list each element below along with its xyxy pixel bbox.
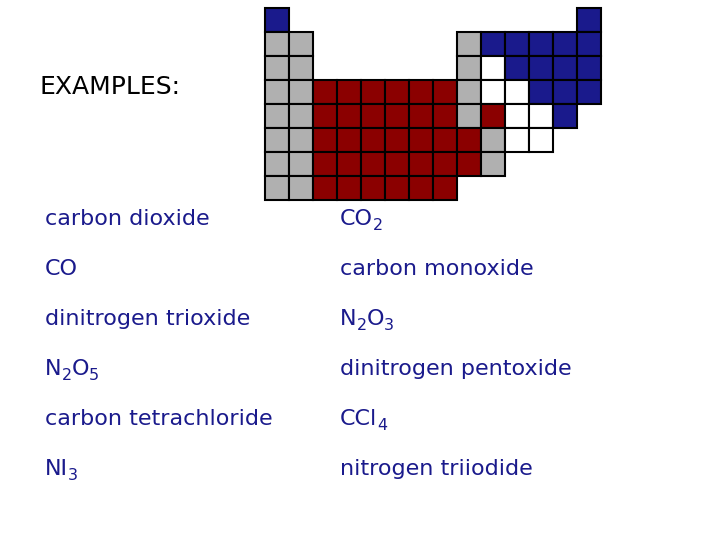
Text: carbon dioxide: carbon dioxide bbox=[45, 209, 210, 229]
Bar bbox=[529, 80, 553, 104]
Bar bbox=[553, 32, 577, 56]
Text: NI: NI bbox=[45, 459, 68, 479]
Bar bbox=[457, 128, 481, 152]
Bar bbox=[385, 128, 409, 152]
Bar bbox=[457, 152, 481, 176]
Bar bbox=[337, 176, 361, 200]
Bar bbox=[385, 176, 409, 200]
Bar bbox=[577, 80, 601, 104]
Text: CO: CO bbox=[340, 209, 373, 229]
Bar bbox=[481, 152, 505, 176]
Bar bbox=[481, 128, 505, 152]
Text: N: N bbox=[45, 359, 61, 379]
Bar bbox=[265, 104, 289, 128]
Bar bbox=[505, 56, 529, 80]
Bar bbox=[361, 104, 385, 128]
Text: carbon monoxide: carbon monoxide bbox=[340, 259, 534, 279]
Bar bbox=[313, 176, 337, 200]
Bar bbox=[505, 128, 529, 152]
Bar bbox=[265, 80, 289, 104]
Bar bbox=[361, 128, 385, 152]
Bar bbox=[433, 176, 457, 200]
Bar bbox=[385, 152, 409, 176]
Text: 3: 3 bbox=[384, 318, 394, 333]
Bar bbox=[265, 56, 289, 80]
Bar bbox=[265, 176, 289, 200]
Text: 2: 2 bbox=[373, 218, 383, 233]
Bar bbox=[481, 56, 505, 80]
Bar bbox=[409, 128, 433, 152]
Bar bbox=[433, 104, 457, 128]
Text: dinitrogen pentoxide: dinitrogen pentoxide bbox=[340, 359, 572, 379]
Bar bbox=[433, 128, 457, 152]
Bar bbox=[313, 104, 337, 128]
Bar bbox=[481, 32, 505, 56]
Bar bbox=[337, 128, 361, 152]
Bar bbox=[577, 8, 601, 32]
Bar bbox=[481, 104, 505, 128]
Bar bbox=[577, 32, 601, 56]
Bar bbox=[409, 176, 433, 200]
Bar bbox=[361, 80, 385, 104]
Bar bbox=[529, 32, 553, 56]
Text: CO: CO bbox=[45, 259, 78, 279]
Bar bbox=[457, 56, 481, 80]
Bar bbox=[505, 104, 529, 128]
Bar bbox=[553, 104, 577, 128]
Bar bbox=[289, 104, 313, 128]
Bar bbox=[313, 152, 337, 176]
Bar bbox=[337, 104, 361, 128]
Bar bbox=[457, 104, 481, 128]
Bar bbox=[529, 104, 553, 128]
Bar bbox=[265, 128, 289, 152]
Text: O: O bbox=[71, 359, 89, 379]
Text: CCl: CCl bbox=[340, 409, 377, 429]
Bar bbox=[553, 80, 577, 104]
Bar bbox=[385, 104, 409, 128]
Text: 4: 4 bbox=[377, 418, 387, 433]
Bar bbox=[337, 152, 361, 176]
Text: O: O bbox=[366, 309, 384, 329]
Bar bbox=[529, 56, 553, 80]
Bar bbox=[265, 152, 289, 176]
Bar bbox=[505, 80, 529, 104]
Bar bbox=[313, 128, 337, 152]
Text: 3: 3 bbox=[68, 468, 78, 483]
Bar bbox=[289, 80, 313, 104]
Bar bbox=[361, 152, 385, 176]
Bar bbox=[265, 32, 289, 56]
Bar bbox=[289, 152, 313, 176]
Bar bbox=[433, 152, 457, 176]
Bar bbox=[361, 176, 385, 200]
Bar bbox=[457, 32, 481, 56]
Bar bbox=[457, 80, 481, 104]
Text: 2: 2 bbox=[356, 318, 366, 333]
Bar bbox=[433, 80, 457, 104]
Bar bbox=[265, 8, 289, 32]
Text: N: N bbox=[340, 309, 356, 329]
Text: nitrogen triiodide: nitrogen triiodide bbox=[340, 459, 533, 479]
Bar bbox=[337, 80, 361, 104]
Text: 2: 2 bbox=[61, 368, 71, 383]
Bar bbox=[529, 128, 553, 152]
Text: carbon tetrachloride: carbon tetrachloride bbox=[45, 409, 273, 429]
Text: dinitrogen trioxide: dinitrogen trioxide bbox=[45, 309, 251, 329]
Bar bbox=[409, 104, 433, 128]
Bar bbox=[505, 32, 529, 56]
Bar bbox=[553, 56, 577, 80]
Bar bbox=[289, 176, 313, 200]
Text: 5: 5 bbox=[89, 368, 99, 383]
Bar bbox=[409, 80, 433, 104]
Bar bbox=[313, 80, 337, 104]
Bar bbox=[481, 80, 505, 104]
Bar bbox=[409, 152, 433, 176]
Bar bbox=[289, 56, 313, 80]
Bar bbox=[289, 32, 313, 56]
Bar bbox=[385, 80, 409, 104]
Bar bbox=[577, 56, 601, 80]
Text: EXAMPLES:: EXAMPLES: bbox=[40, 75, 181, 99]
Bar bbox=[289, 128, 313, 152]
